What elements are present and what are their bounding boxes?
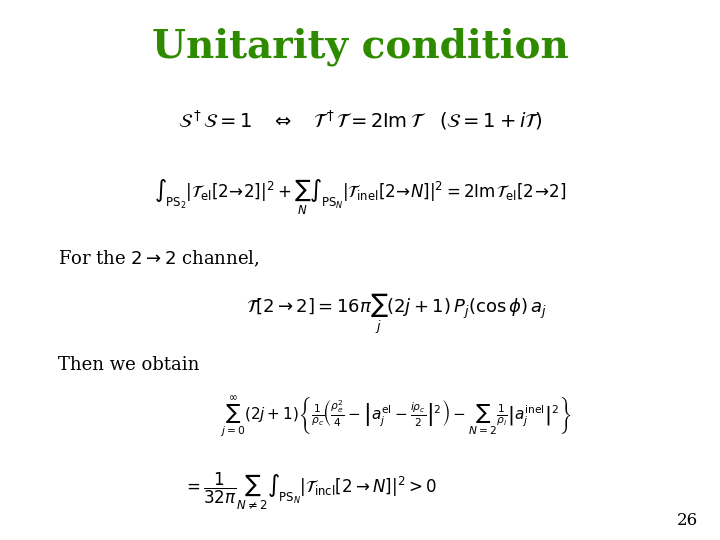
Text: $\int_{\mathrm{PS}_2} |\mathcal{T}_{\mathrm{el}}[2\!\to\! 2]|^2 + \sum_N \int_{\: $\int_{\mathrm{PS}_2} |\mathcal{T}_{\mat… (154, 178, 566, 218)
Text: $\mathcal{T}[2\to 2] = 16\pi \sum_j (2j+1)\, P_j(\cos\phi)\, a_j$: $\mathcal{T}[2\to 2] = 16\pi \sum_j (2j+… (246, 292, 546, 336)
Text: $\mathcal{S}^\dagger \mathcal{S} = 1 \quad \Leftrightarrow \quad \mathcal{T}^\da: $\mathcal{S}^\dagger \mathcal{S} = 1 \qu… (178, 108, 542, 132)
Text: Then we obtain: Then we obtain (58, 356, 199, 374)
Text: Unitarity condition: Unitarity condition (152, 27, 568, 65)
Text: 26: 26 (678, 512, 698, 529)
Text: For the $2 \to 2$ channel,: For the $2 \to 2$ channel, (58, 248, 259, 269)
Text: $= \dfrac{1}{32\pi} \sum_{N\neq 2} \int_{\mathrm{PS}_N} |\mathcal{T}_{\mathrm{in: $= \dfrac{1}{32\pi} \sum_{N\neq 2} \int_… (183, 470, 436, 511)
Text: $\sum_{j=0}^{\infty}(2j+1)\left\{\frac{1}{\rho_c}\!\left(\frac{\rho_e^2}{4} - \l: $\sum_{j=0}^{\infty}(2j+1)\left\{\frac{1… (220, 394, 572, 440)
